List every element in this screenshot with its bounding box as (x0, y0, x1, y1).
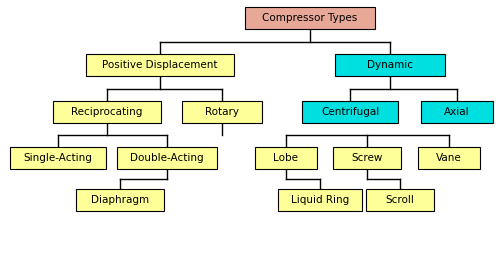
FancyBboxPatch shape (333, 147, 401, 169)
FancyBboxPatch shape (366, 189, 434, 211)
FancyBboxPatch shape (117, 147, 217, 169)
FancyBboxPatch shape (10, 147, 106, 169)
Text: Compressor Types: Compressor Types (262, 13, 358, 23)
Text: Axial: Axial (444, 107, 470, 117)
Text: Positive Displacement: Positive Displacement (102, 60, 218, 70)
FancyBboxPatch shape (53, 101, 161, 123)
Text: Scroll: Scroll (385, 195, 414, 205)
Text: Double-Acting: Double-Acting (130, 153, 204, 163)
Text: Centrifugal: Centrifugal (321, 107, 379, 117)
Text: Vane: Vane (436, 153, 462, 163)
Text: Dynamic: Dynamic (367, 60, 413, 70)
FancyBboxPatch shape (255, 147, 317, 169)
Text: Single-Acting: Single-Acting (23, 153, 93, 163)
FancyBboxPatch shape (245, 7, 375, 29)
FancyBboxPatch shape (182, 101, 262, 123)
Text: Diaphragm: Diaphragm (91, 195, 149, 205)
FancyBboxPatch shape (86, 54, 234, 76)
Text: Screw: Screw (351, 153, 382, 163)
FancyBboxPatch shape (418, 147, 480, 169)
FancyBboxPatch shape (278, 189, 362, 211)
Text: Lobe: Lobe (273, 153, 298, 163)
Text: Reciprocating: Reciprocating (71, 107, 143, 117)
FancyBboxPatch shape (421, 101, 493, 123)
Text: Rotary: Rotary (205, 107, 239, 117)
FancyBboxPatch shape (335, 54, 445, 76)
Text: Liquid Ring: Liquid Ring (291, 195, 349, 205)
FancyBboxPatch shape (302, 101, 398, 123)
FancyBboxPatch shape (76, 189, 164, 211)
